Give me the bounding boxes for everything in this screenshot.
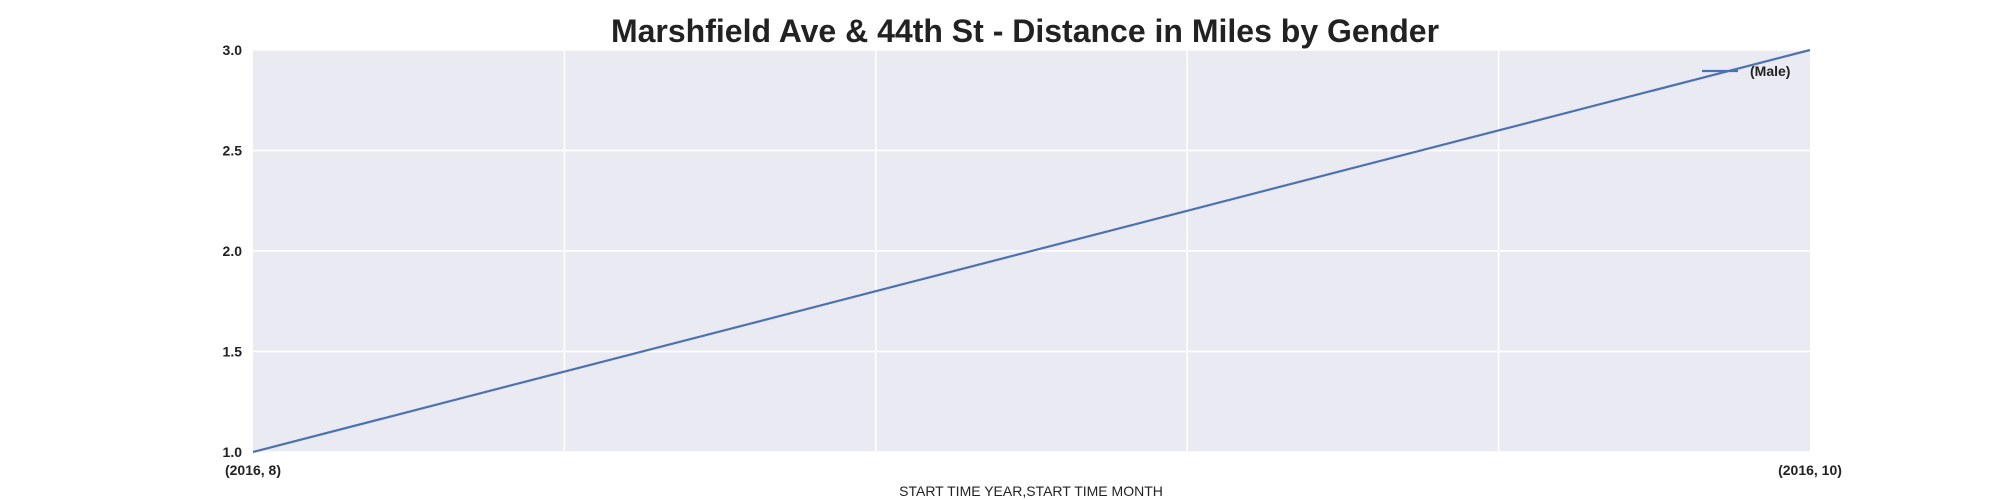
chart-title: Marshfield Ave & 44th St - Distance in M… xyxy=(611,13,1439,49)
series-lines xyxy=(252,48,1811,454)
x-axis-label: START TIME YEAR,START TIME MONTH xyxy=(899,483,1163,499)
x-axis-ticks: (2016, 8) (2016, 10) xyxy=(225,462,1842,478)
legend: (Male) xyxy=(1702,63,1790,79)
y-tick-label: 2.5 xyxy=(223,143,243,159)
x-tick-label: (2016, 8) xyxy=(225,462,281,478)
y-tick-label: 2.0 xyxy=(223,243,243,259)
x-tick-label: (2016, 10) xyxy=(1778,462,1842,478)
y-tick-label: 1.0 xyxy=(223,444,243,460)
legend-label: (Male) xyxy=(1750,63,1790,79)
y-tick-label: 3.0 xyxy=(223,42,243,58)
series-line xyxy=(252,48,1811,454)
y-axis-ticks: 1.0 1.5 2.0 2.5 3.0 xyxy=(223,42,243,460)
y-tick-label: 1.5 xyxy=(223,344,243,360)
